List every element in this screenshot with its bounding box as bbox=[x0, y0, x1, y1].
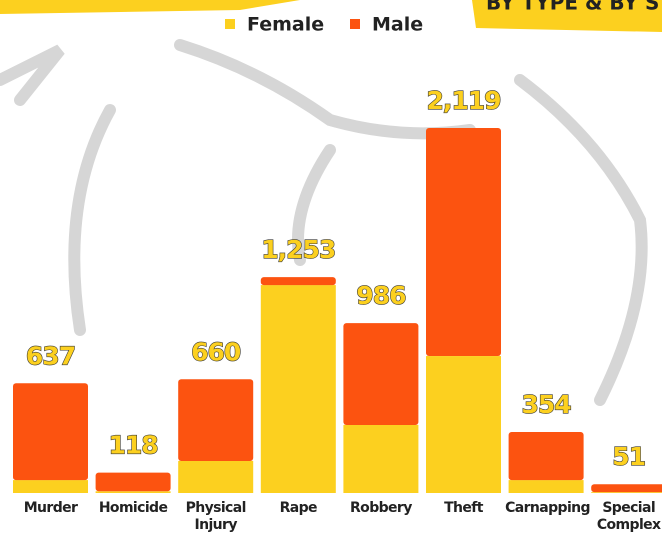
category-label: Rape bbox=[257, 500, 339, 517]
bar-segment bbox=[96, 491, 171, 493]
chart: BY TYPE & BY S Female Male 637 118 660 1,253… bbox=[0, 0, 662, 544]
bar-segment bbox=[343, 323, 418, 425]
category-label: Murder bbox=[10, 500, 92, 517]
legend-swatch bbox=[225, 19, 235, 29]
total-label: 51 bbox=[612, 442, 645, 471]
bar-segment bbox=[178, 379, 253, 461]
bar-segment bbox=[426, 128, 501, 356]
total-label: 1,253 bbox=[261, 235, 335, 264]
category-label: Robbery bbox=[340, 500, 422, 517]
category-label: Carnapping bbox=[505, 500, 587, 517]
total-label: 637 bbox=[26, 341, 75, 370]
bar-segment bbox=[426, 356, 501, 493]
legend-label: Male bbox=[372, 14, 423, 36]
category-label: Special Complex bbox=[588, 500, 662, 534]
bar-segment bbox=[13, 480, 88, 493]
legend-label: Female bbox=[247, 14, 324, 36]
bar-segment bbox=[509, 432, 584, 480]
legend: Female Male bbox=[225, 14, 423, 36]
bar-segment bbox=[343, 425, 418, 493]
category-label: Homicide bbox=[92, 500, 174, 517]
bar-segment bbox=[261, 285, 336, 493]
bar-segment bbox=[591, 492, 662, 493]
page: {"chart_data": {"type": "stacked-bar", "… bbox=[0, 0, 662, 544]
bar-segment bbox=[178, 461, 253, 493]
total-label: 986 bbox=[356, 281, 406, 310]
bar-segment bbox=[509, 480, 584, 493]
category-label: Physical Injury bbox=[175, 500, 257, 534]
category-label: Theft bbox=[423, 500, 505, 517]
chart-title: BY TYPE & BY S bbox=[486, 0, 659, 15]
total-label: 660 bbox=[191, 337, 241, 366]
bar-segment bbox=[261, 277, 336, 285]
bar-segment bbox=[591, 484, 662, 492]
total-label: 354 bbox=[522, 390, 572, 419]
total-label: 118 bbox=[109, 431, 158, 460]
total-label: 2,119 bbox=[426, 86, 500, 115]
bar-segment bbox=[96, 473, 171, 492]
banner bbox=[0, 0, 300, 14]
bar-segment bbox=[13, 383, 88, 480]
legend-swatch bbox=[350, 19, 360, 29]
